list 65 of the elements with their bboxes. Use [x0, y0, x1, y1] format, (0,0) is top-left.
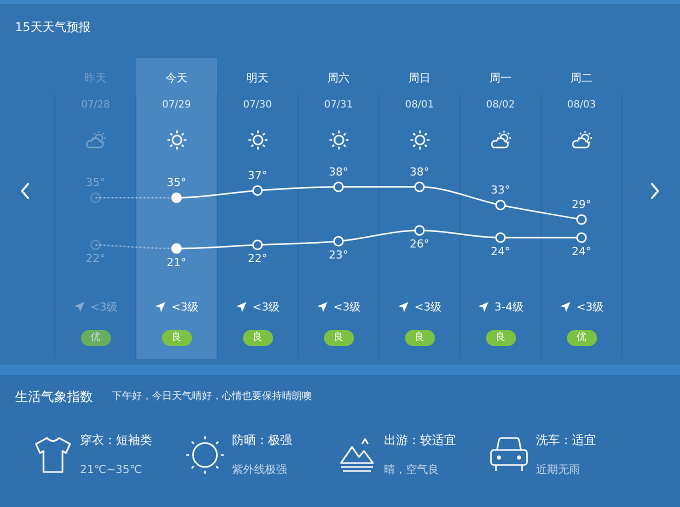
chart-title: 15天天气预报	[15, 19, 90, 35]
text: 紫外线极强	[232, 462, 287, 478]
x-tick-label: 今天	[166, 71, 188, 84]
point	[495, 200, 506, 210]
text: <3级	[576, 300, 604, 314]
text: 洗车：适宜	[536, 432, 596, 449]
x-tick-label: 明天	[246, 71, 268, 84]
text: <3级	[90, 300, 118, 314]
badge: 良	[324, 330, 354, 346]
data-label: 24°	[490, 244, 510, 258]
text: 生活气象指数	[15, 389, 93, 407]
text: 08/03	[567, 100, 596, 110]
text: 穿衣：短袖类	[80, 432, 152, 449]
data-label: 38°	[410, 165, 430, 178]
text: 07/28	[81, 100, 110, 110]
point	[576, 214, 587, 225]
x-tick-label: 周日	[408, 71, 430, 84]
badge: 良	[404, 330, 434, 346]
data-label: 21°	[166, 256, 186, 269]
text: 07/30	[243, 100, 272, 110]
point	[414, 225, 425, 236]
text: 出游：较适宜	[384, 432, 456, 449]
data-label: 22°	[86, 252, 106, 266]
data-label: 35°	[166, 176, 186, 190]
data-label: 23°	[328, 248, 348, 262]
point	[333, 236, 344, 247]
text: 21℃~35℃	[80, 462, 142, 478]
text: <3级	[252, 300, 280, 314]
text: 08/01	[405, 100, 434, 110]
badge: 优	[566, 330, 596, 346]
badge: 优	[80, 330, 110, 346]
badge: 良	[242, 330, 272, 346]
text: 07/31	[324, 100, 353, 110]
data-label: 33°	[490, 183, 510, 196]
x-tick-label: 昨天	[84, 71, 106, 84]
point	[252, 240, 263, 250]
text: <3级	[414, 300, 442, 314]
point	[171, 243, 182, 254]
point	[576, 232, 587, 243]
text: 近期无雨	[536, 462, 580, 478]
data-label: 26°	[410, 238, 430, 251]
text: 晴，空气良	[384, 462, 439, 478]
data-label: 38°	[328, 165, 348, 178]
text: 07/29	[162, 100, 191, 110]
point	[333, 182, 344, 192]
data-label: 22°	[248, 252, 268, 266]
badge: 良	[486, 330, 516, 346]
data-label: 29°	[572, 198, 592, 211]
point	[495, 232, 506, 243]
data-label: 24°	[572, 244, 592, 258]
text: 08/02	[486, 100, 515, 110]
badge: 良	[162, 330, 192, 346]
point	[414, 182, 425, 192]
text: 下午好，今日天气晴好，心情也要保持晴朗噢	[112, 390, 312, 404]
text: 防晒：极强	[232, 432, 292, 449]
text: <3级	[171, 300, 199, 314]
data-label: 35°	[86, 176, 106, 190]
point	[252, 185, 263, 196]
x-tick-label: 周六	[328, 71, 350, 84]
text: <3级	[333, 300, 361, 314]
text: 3-4级	[494, 300, 524, 314]
point	[171, 192, 182, 204]
data-label: 37°	[248, 168, 268, 182]
x-tick-label: 周二	[570, 71, 592, 84]
x-tick-label: 周一	[490, 71, 512, 84]
